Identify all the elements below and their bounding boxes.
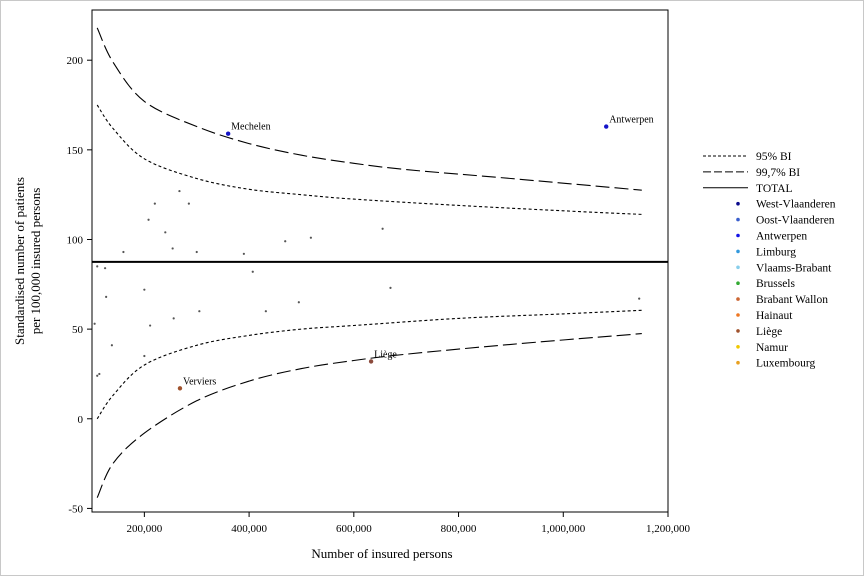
legend-marker xyxy=(736,249,740,254)
data-point xyxy=(93,322,96,325)
data-point xyxy=(251,270,254,273)
data-points: Mechelen Antwerpen Liège Verviers xyxy=(93,115,654,391)
ci-95-upper-curve xyxy=(96,104,642,215)
legend-label: Hainaut xyxy=(756,310,793,322)
legend: 95% BI 99,7% BI TOTAL West-Vlaanderen Oost-V… xyxy=(703,151,836,370)
data-point xyxy=(264,310,267,313)
legend-label: Vlaams-Brabant xyxy=(756,262,832,274)
legend-label: Liège xyxy=(756,326,782,338)
point-liège xyxy=(368,359,374,364)
data-point xyxy=(105,295,108,298)
x-tick-label: 600,000 xyxy=(336,523,372,535)
data-point xyxy=(638,297,641,300)
y-tick-label: -50 xyxy=(68,503,83,515)
data-point xyxy=(96,374,99,377)
y-axis-title: Standardised number of patients per 100,… xyxy=(12,177,43,345)
data-point xyxy=(164,231,167,234)
data-point xyxy=(110,344,113,347)
y-tick-label: 100 xyxy=(67,234,84,246)
legend-label: Namur xyxy=(756,342,788,354)
legend-marker xyxy=(736,265,740,270)
legend-label: Oost-Vlaanderen xyxy=(756,215,835,227)
point-label: Mechelen xyxy=(231,122,270,133)
point-antwerpen xyxy=(604,124,609,129)
data-point xyxy=(195,250,198,254)
data-point xyxy=(389,286,392,289)
legend-label: TOTAL xyxy=(756,183,793,195)
y-tick-label: 50 xyxy=(72,324,84,336)
legend-marker xyxy=(736,201,740,206)
data-point xyxy=(153,202,156,205)
x-tick-label: 800,000 xyxy=(441,523,477,535)
data-point xyxy=(171,247,174,250)
point-mechelen xyxy=(225,131,231,136)
y-tick-label: 150 xyxy=(67,145,84,157)
data-point xyxy=(122,250,125,254)
point-label: Verviers xyxy=(183,376,216,387)
legend-label: Antwerpen xyxy=(756,231,807,243)
legend-label: Brussels xyxy=(756,278,796,290)
legend-label: 95% BI xyxy=(756,151,792,163)
axes: 200,000 400,000 600,000 800,000 1,000,000 1,2… xyxy=(67,55,691,535)
data-point xyxy=(143,288,146,291)
point-verviers xyxy=(177,386,183,391)
legend-marker xyxy=(736,345,740,349)
data-point xyxy=(187,202,190,205)
legend-marker xyxy=(736,297,740,301)
data-point xyxy=(96,265,99,268)
legend-label: Limburg xyxy=(756,246,796,258)
legend-marker xyxy=(736,233,740,238)
confidence-curves xyxy=(92,27,668,498)
point-label: Liège xyxy=(374,349,397,360)
y-tick-label: 0 xyxy=(78,414,84,426)
data-point xyxy=(309,236,312,239)
data-point xyxy=(147,218,150,221)
legend-label: West-Vlaanderen xyxy=(756,199,836,211)
data-point xyxy=(284,240,287,243)
data-point xyxy=(172,317,175,320)
x-tick-label: 200,000 xyxy=(126,523,162,535)
legend-marker xyxy=(736,329,740,333)
x-tick-label: 400,000 xyxy=(231,523,267,535)
data-point xyxy=(149,324,152,327)
ci-997-lower-curve xyxy=(96,333,642,498)
data-point xyxy=(143,354,146,358)
data-point xyxy=(98,372,101,376)
legend-marker xyxy=(736,217,740,222)
legend-label: Luxembourg xyxy=(756,358,815,370)
data-point xyxy=(297,301,300,304)
x-axis-title: Number of insured persons xyxy=(311,546,452,561)
legend-label: 99,7% BI xyxy=(756,167,800,179)
y-axis-title-line-2: per 100,000 insured persons xyxy=(28,188,43,335)
legend-marker xyxy=(736,281,740,286)
data-point xyxy=(198,310,201,313)
point-label: Antwerpen xyxy=(609,115,653,126)
ci-997-upper-curve xyxy=(96,27,642,191)
y-axis-title-line-1: Standardised number of patients xyxy=(12,177,27,345)
x-tick-label: 1,200,000 xyxy=(646,523,691,535)
data-point xyxy=(381,227,384,230)
ci-95-lower-curve xyxy=(96,309,642,420)
legend-label: Brabant Wallon xyxy=(756,294,828,306)
legend-marker xyxy=(736,313,740,317)
y-tick-label: 200 xyxy=(67,55,84,67)
legend-marker xyxy=(736,360,740,365)
data-point xyxy=(103,267,107,270)
data-point xyxy=(178,189,181,193)
data-point xyxy=(242,252,245,255)
x-tick-label: 1,000,000 xyxy=(541,523,586,535)
